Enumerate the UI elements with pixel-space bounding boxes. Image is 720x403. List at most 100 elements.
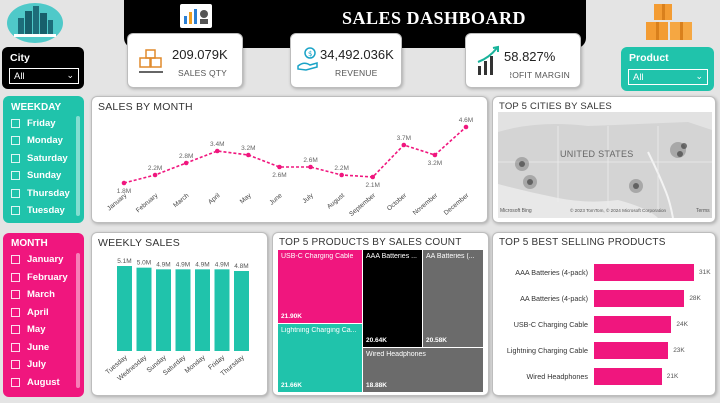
- month-item-may[interactable]: May: [11, 324, 45, 335]
- dashboard-icon: [180, 4, 212, 28]
- month-item-label: August: [27, 376, 60, 388]
- weekly-bar-friday[interactable]: [214, 269, 230, 351]
- best-selling-bar[interactable]: [594, 368, 662, 385]
- sales-point-may[interactable]: [246, 152, 251, 158]
- weekday-item-label: Monday: [27, 135, 63, 147]
- sales-point-november[interactable]: [432, 152, 438, 158]
- weekday-item-label: Tuesday: [27, 205, 65, 216]
- sales-data-label: 3.4M: [210, 141, 224, 148]
- month-item-january[interactable]: January: [11, 254, 63, 265]
- weekly-bar-saturday[interactable]: [175, 269, 191, 351]
- treemap-cell-aa-batteries[interactable]: AA Batteries (... 20.58K: [423, 250, 483, 347]
- best-selling-category-label: Lightning Charging Cable: [506, 346, 588, 355]
- treemap-cell-value: 21.90K: [281, 313, 302, 320]
- weekday-item-sunday[interactable]: Sunday: [11, 170, 61, 181]
- checkbox[interactable]: [11, 171, 20, 181]
- month-item-july[interactable]: July: [11, 359, 46, 370]
- checkbox[interactable]: [11, 119, 20, 128]
- sales-point-january[interactable]: [121, 180, 127, 186]
- map-terms-link[interactable]: Terms: [696, 208, 710, 214]
- city-dropdown-value: All: [14, 71, 25, 82]
- sales-point-december[interactable]: [463, 124, 469, 130]
- sales-point-february[interactable]: [152, 172, 158, 178]
- checkbox[interactable]: [11, 153, 20, 163]
- top-products-title: TOP 5 PRODUCTS BY SALES COUNT: [279, 237, 462, 248]
- treemap-cell-lightning[interactable]: Lightning Charging Ca... 21.66K: [278, 324, 362, 392]
- month-item-label: February: [27, 271, 68, 283]
- best-selling-bar[interactable]: [594, 264, 694, 281]
- month-scrollbar[interactable]: [76, 253, 80, 388]
- kpi-profit-margin-value: 58.827%: [504, 49, 556, 64]
- city-filter-title: City: [10, 52, 30, 64]
- checkbox[interactable]: [11, 360, 20, 369]
- map-attribution: © 2023 TomTom, © 2024 Microsoft Corporat…: [570, 208, 667, 213]
- sales-data-label: 3.2M: [428, 160, 442, 167]
- month-tick-label: November: [412, 192, 440, 217]
- checkbox[interactable]: [11, 325, 20, 334]
- treemap-cell-wired-headphones[interactable]: Wired Headphones 18.88K: [363, 348, 483, 392]
- checkbox[interactable]: [11, 307, 20, 317]
- weekly-data-label: 5.1M: [117, 258, 131, 265]
- month-item-march[interactable]: March: [11, 289, 55, 300]
- sales-point-october[interactable]: [401, 142, 407, 148]
- us-map[interactable]: UNITED STATES Microsoft Bing © 2023 TomT…: [498, 112, 712, 218]
- weekly-bar-thursday[interactable]: [234, 271, 249, 351]
- sales-by-month-title: SALES BY MONTH: [98, 101, 193, 113]
- month-item-february[interactable]: February: [11, 272, 68, 283]
- weekly-data-label: 4.9M: [176, 261, 190, 268]
- checkbox[interactable]: [11, 206, 20, 215]
- weekly-bar-monday[interactable]: [195, 269, 210, 351]
- best-selling-bar[interactable]: [594, 316, 672, 333]
- treemap-cell-usb-c[interactable]: USB-C Charging Cable 21.90K: [278, 250, 362, 323]
- checkbox[interactable]: [11, 377, 20, 387]
- weekday-item-thursday[interactable]: Thursday: [11, 188, 70, 199]
- weekly-data-label: 4.8M: [234, 263, 248, 270]
- treemap-cell-aaa-batteries[interactable]: AAA Batteries ... 20.64K: [363, 250, 422, 347]
- svg-text:$: $: [308, 50, 312, 58]
- treemap-cell-value: 20.58K: [426, 337, 447, 344]
- month-item-august[interactable]: August: [11, 377, 60, 388]
- checkbox[interactable]: [11, 255, 20, 264]
- month-item-april[interactable]: April: [11, 307, 49, 318]
- product-filter[interactable]: Product All ⌄: [621, 47, 714, 91]
- checkbox[interactable]: [11, 188, 20, 198]
- weekly-bar-wednesday[interactable]: [136, 267, 152, 351]
- sales-point-april[interactable]: [214, 148, 220, 154]
- best-selling-bar[interactable]: [594, 290, 685, 307]
- treemap-cell-value: 20.64K: [366, 337, 387, 344]
- weekly-bar-tuesday[interactable]: [117, 266, 132, 351]
- checkbox[interactable]: [11, 290, 20, 299]
- sales-point-july[interactable]: [308, 164, 313, 170]
- treemap-cell-name: USB-C Charging Cable: [281, 253, 354, 260]
- best-selling-data-label: 24K: [676, 321, 688, 328]
- weekday-item-monday[interactable]: Monday: [11, 135, 63, 146]
- weekday-scrollbar[interactable]: [76, 116, 80, 216]
- weekly-data-label: 4.9M: [195, 261, 209, 268]
- best-selling-bar[interactable]: [594, 342, 669, 359]
- weekday-item-saturday[interactable]: Saturday: [11, 153, 68, 164]
- checkbox[interactable]: [11, 342, 20, 352]
- month-tick-label: April: [207, 192, 222, 206]
- checkbox[interactable]: [11, 272, 20, 282]
- treemap-cell-name: Lightning Charging Ca...: [281, 327, 357, 334]
- sales-line: [123, 126, 467, 184]
- kpi-profit-margin-card: 58.827% PROFIT MARGIN: [465, 33, 581, 88]
- city-filter[interactable]: City All ⌄: [2, 47, 84, 89]
- product-dropdown[interactable]: All ⌄: [628, 69, 708, 85]
- weekday-item-friday[interactable]: Friday: [11, 118, 56, 129]
- sales-data-label: 2.6M: [272, 172, 286, 179]
- month-item-june[interactable]: June: [11, 342, 49, 353]
- weekday-item-label: Saturday: [27, 152, 68, 164]
- boxes-person-icon: [136, 46, 166, 81]
- sales-point-march[interactable]: [183, 160, 189, 166]
- sales-point-june[interactable]: [277, 164, 282, 170]
- sales-point-september[interactable]: [370, 174, 376, 180]
- city-dropdown[interactable]: All ⌄: [9, 68, 79, 84]
- checkbox[interactable]: [11, 136, 20, 146]
- kpi-revenue-card: $ 34,492.036K REVENUE: [290, 33, 402, 88]
- best-selling-category-label: AA Batteries (4-pack): [520, 294, 588, 303]
- weekly-bar-sunday[interactable]: [156, 269, 171, 351]
- sales-point-august[interactable]: [339, 172, 344, 178]
- kpi-profit-margin-label: PROFIT MARGIN: [500, 70, 570, 80]
- weekday-item-tuesday[interactable]: Tuesday: [11, 205, 65, 216]
